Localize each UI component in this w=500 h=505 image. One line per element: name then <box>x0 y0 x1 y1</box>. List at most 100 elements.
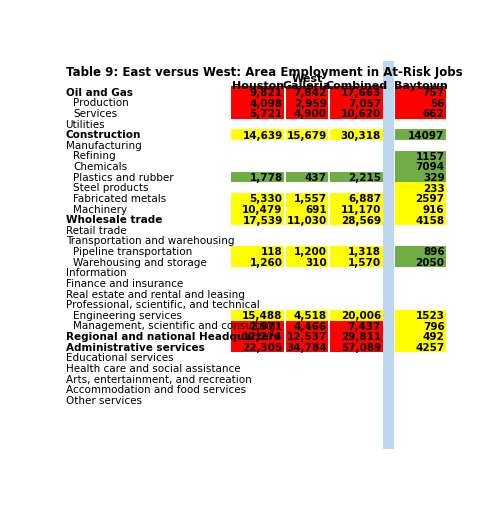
Bar <box>286 204 329 214</box>
Text: Utilities: Utilities <box>66 120 105 129</box>
Text: 11,170: 11,170 <box>340 205 381 215</box>
Bar <box>232 172 284 182</box>
Text: 34,784: 34,784 <box>286 343 327 353</box>
Bar <box>232 204 284 214</box>
Text: Baytown: Baytown <box>394 81 448 90</box>
Bar <box>232 331 284 342</box>
Text: Machinery: Machinery <box>74 205 128 215</box>
Text: 30,318: 30,318 <box>341 131 381 140</box>
Text: 233: 233 <box>423 184 444 194</box>
Text: Galleria: Galleria <box>283 81 331 90</box>
Text: 10,620: 10,620 <box>341 109 381 119</box>
Bar <box>286 342 329 352</box>
Bar <box>232 193 284 204</box>
Text: Table 9: East versus West: Area Employment in At-Risk Jobs: Table 9: East versus West: Area Employme… <box>66 66 462 79</box>
Text: 7,842: 7,842 <box>294 88 327 98</box>
Text: 5,330: 5,330 <box>250 194 282 205</box>
Text: 1,318: 1,318 <box>348 247 381 258</box>
Bar <box>286 97 329 108</box>
Bar <box>395 87 446 97</box>
Text: Houston: Houston <box>232 81 284 90</box>
Bar <box>395 204 446 214</box>
Bar <box>330 193 382 204</box>
Bar <box>395 161 446 172</box>
Bar <box>395 321 446 331</box>
Text: 57,089: 57,089 <box>341 343 381 353</box>
Text: 662: 662 <box>423 109 444 119</box>
Bar <box>330 204 382 214</box>
Text: Professional, scientific, and technical: Professional, scientific, and technical <box>66 300 260 310</box>
Text: Health care and social assistance: Health care and social assistance <box>66 364 240 374</box>
Bar <box>395 331 446 342</box>
Text: Combined: Combined <box>325 81 388 90</box>
Text: Warehousing and storage: Warehousing and storage <box>74 258 207 268</box>
Text: Services: Services <box>74 109 118 119</box>
Text: 15,679: 15,679 <box>286 131 327 140</box>
Bar <box>395 182 446 193</box>
Text: 2597: 2597 <box>416 194 444 205</box>
Text: Oil and Gas: Oil and Gas <box>66 88 132 97</box>
Text: 4,466: 4,466 <box>294 322 327 332</box>
Text: 437: 437 <box>305 173 327 183</box>
Bar <box>330 129 382 140</box>
Text: 1,778: 1,778 <box>250 173 282 183</box>
Text: 4,900: 4,900 <box>294 109 327 119</box>
Bar <box>330 214 382 225</box>
Text: 14097: 14097 <box>408 131 445 140</box>
Text: 2,215: 2,215 <box>348 173 381 183</box>
Bar <box>395 214 446 225</box>
Text: 56: 56 <box>430 98 444 109</box>
Bar <box>330 321 382 331</box>
Text: 310: 310 <box>305 258 327 268</box>
Bar <box>232 108 284 119</box>
Text: Transportation and warehousing: Transportation and warehousing <box>66 236 234 246</box>
Bar <box>286 214 329 225</box>
Text: West: West <box>292 74 322 84</box>
Bar <box>286 129 329 140</box>
Bar <box>395 97 446 108</box>
Text: 7,057: 7,057 <box>348 98 381 109</box>
Bar <box>232 342 284 352</box>
Text: 17,274: 17,274 <box>242 332 282 342</box>
Text: Chemicals: Chemicals <box>74 162 128 172</box>
Text: 329: 329 <box>423 173 444 183</box>
Text: 5,721: 5,721 <box>250 109 282 119</box>
Text: Regional and national Headquarters: Regional and national Headquarters <box>66 332 280 342</box>
Text: 7094: 7094 <box>416 163 444 172</box>
Bar <box>232 97 284 108</box>
Text: 796: 796 <box>423 322 444 332</box>
Text: 4,518: 4,518 <box>294 311 327 321</box>
Bar <box>330 246 382 257</box>
Text: 17,663: 17,663 <box>340 88 381 98</box>
Bar <box>330 97 382 108</box>
Text: Construction: Construction <box>66 130 141 140</box>
Text: Steel products: Steel products <box>74 183 149 193</box>
Bar <box>286 193 329 204</box>
Text: 12,537: 12,537 <box>286 332 327 342</box>
Bar <box>286 172 329 182</box>
Text: Production: Production <box>74 98 129 108</box>
Bar <box>395 193 446 204</box>
Text: Retail trade: Retail trade <box>66 226 126 236</box>
Text: 4158: 4158 <box>416 216 444 226</box>
Text: Real estate and rental and leasing: Real estate and rental and leasing <box>66 289 244 299</box>
Bar <box>395 257 446 268</box>
Text: 757: 757 <box>422 88 444 98</box>
Bar <box>330 108 382 119</box>
Bar <box>330 172 382 182</box>
Bar <box>286 108 329 119</box>
Text: 29,811: 29,811 <box>341 332 381 342</box>
Bar <box>286 246 329 257</box>
Text: 118: 118 <box>261 247 282 258</box>
Text: 17,539: 17,539 <box>242 216 282 226</box>
Bar <box>232 129 284 140</box>
Bar <box>395 246 446 257</box>
Bar <box>232 87 284 97</box>
Bar <box>330 310 382 321</box>
Text: 1,570: 1,570 <box>348 258 381 268</box>
Text: 15,488: 15,488 <box>242 311 282 321</box>
Bar <box>232 321 284 331</box>
Text: 2,959: 2,959 <box>294 98 327 109</box>
Text: 2,971: 2,971 <box>250 322 282 332</box>
Text: Management, scientific and consulting: Management, scientific and consulting <box>74 321 276 331</box>
